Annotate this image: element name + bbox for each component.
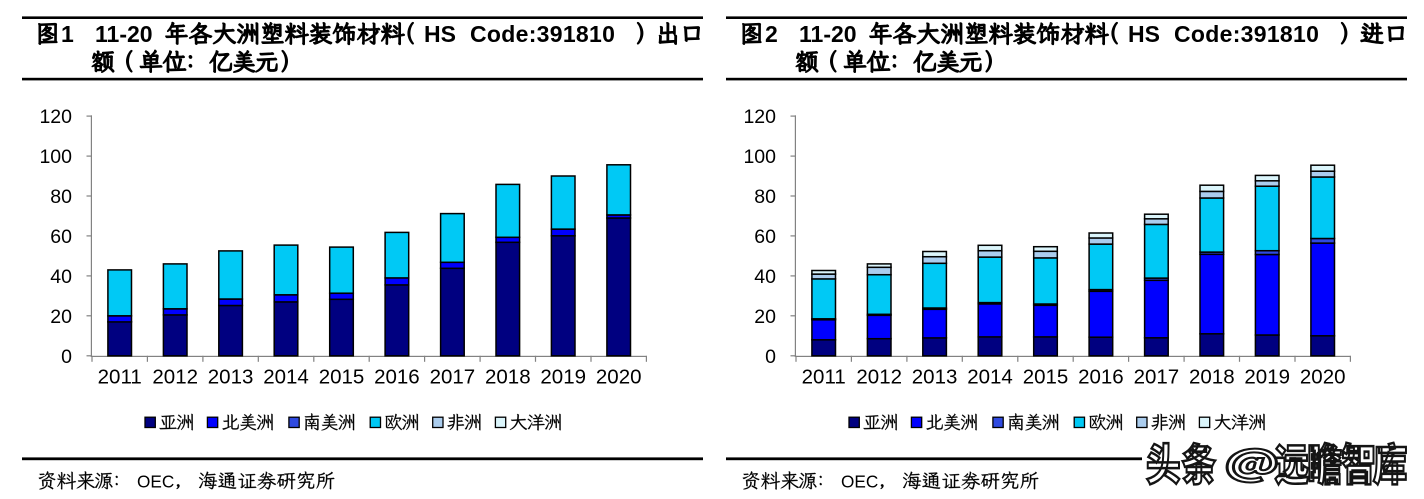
svg-text:2018: 2018 [485,366,531,389]
svg-text:60: 60 [50,226,72,248]
svg-text:OEC: OEC [137,472,174,492]
svg-text:2019: 2019 [1244,366,1290,389]
svg-text:40: 40 [50,266,72,288]
svg-text:2020: 2020 [596,366,642,389]
svg-text:2012: 2012 [856,366,902,389]
svg-text:11-20: 11-20 [799,21,857,47]
svg-text:2012: 2012 [152,366,198,389]
svg-text:2014: 2014 [967,366,1013,389]
svg-text:60: 60 [754,226,776,248]
svg-text:20: 20 [50,306,72,328]
svg-text:80: 80 [754,186,776,208]
svg-text:0: 0 [765,346,776,368]
svg-text:2013: 2013 [208,366,254,389]
svg-text:2017: 2017 [1134,366,1180,389]
svg-text:HS: HS [1128,21,1160,47]
svg-text:HS: HS [424,21,456,47]
svg-text:2019: 2019 [540,366,586,389]
svg-text:Code:391810: Code:391810 [1174,21,1319,47]
svg-text:2015: 2015 [1023,366,1069,389]
svg-text:2017: 2017 [430,366,476,389]
svg-text:100: 100 [39,146,72,168]
svg-text:2018: 2018 [1189,366,1235,389]
svg-text:Code:391810: Code:391810 [470,21,615,47]
svg-text:80: 80 [50,186,72,208]
svg-text:2015: 2015 [319,366,365,389]
svg-text:2: 2 [765,21,778,47]
svg-text:1: 1 [61,21,74,47]
svg-text:2016: 2016 [374,366,420,389]
svg-text:2011: 2011 [98,366,142,389]
svg-text:2020: 2020 [1300,366,1346,389]
svg-text:100: 100 [743,146,776,168]
svg-text:0: 0 [61,346,72,368]
svg-text:120: 120 [39,106,72,128]
svg-text:OEC: OEC [841,472,878,492]
svg-text:2013: 2013 [912,366,958,389]
svg-text:40: 40 [754,266,776,288]
svg-text:120: 120 [743,106,776,128]
svg-text:2014: 2014 [263,366,309,389]
svg-text:11-20: 11-20 [95,21,153,47]
svg-text:2016: 2016 [1078,366,1124,389]
svg-text:20: 20 [754,306,776,328]
svg-text:2011: 2011 [802,366,846,389]
